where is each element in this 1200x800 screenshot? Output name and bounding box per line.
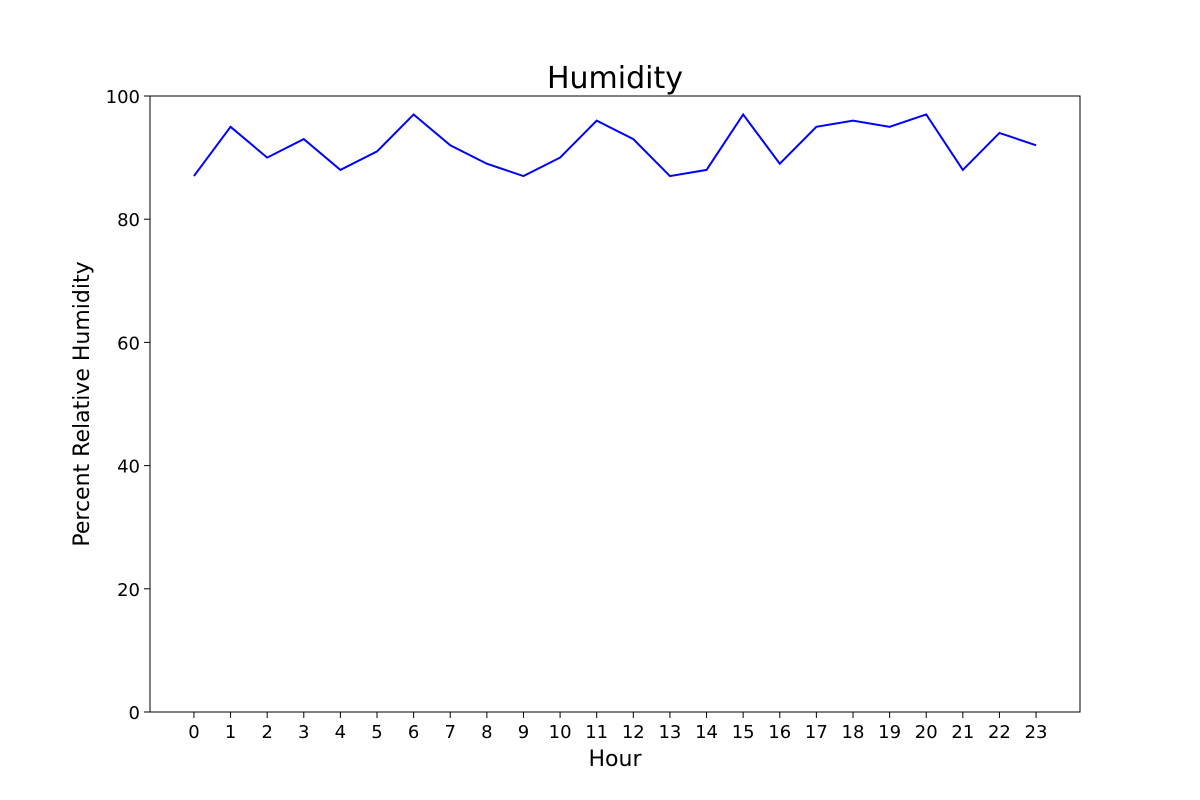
data-point <box>1035 144 1037 146</box>
data-point <box>413 113 415 115</box>
x-tick-label: 15 <box>732 722 755 743</box>
data-point <box>962 169 964 171</box>
y-tick-label: 0 <box>129 703 140 724</box>
x-tick-label: 11 <box>585 722 608 743</box>
data-point <box>376 150 378 152</box>
data-point <box>632 138 634 140</box>
x-tick-label: 17 <box>805 722 828 743</box>
y-axis-label: Percent Relative Humidity <box>70 261 95 546</box>
data-point <box>303 138 305 140</box>
data-point <box>815 126 817 128</box>
data-point <box>706 169 708 171</box>
x-tick-label: 6 <box>408 722 419 743</box>
chart-title: Humidity <box>547 61 683 96</box>
x-tick-label: 20 <box>915 722 938 743</box>
y-tick-label: 100 <box>106 87 140 108</box>
y-tick-label: 80 <box>117 210 140 231</box>
x-tick-label: 23 <box>1025 722 1048 743</box>
x-tick-label: 14 <box>695 722 718 743</box>
x-tick-label: 5 <box>371 722 382 743</box>
x-tick-label: 22 <box>988 722 1011 743</box>
x-tick-label: 8 <box>481 722 492 743</box>
data-point <box>193 175 195 177</box>
axes-frame <box>149 95 1081 713</box>
x-tick-label: 9 <box>518 722 529 743</box>
data-point <box>889 126 891 128</box>
x-tick-label: 12 <box>622 722 645 743</box>
data-point <box>486 163 488 165</box>
data-point <box>559 157 561 159</box>
data-point <box>742 113 744 115</box>
data-point <box>596 120 598 122</box>
x-tick-label: 21 <box>951 722 974 743</box>
data-point <box>779 163 781 165</box>
x-tick-label: 18 <box>842 722 865 743</box>
y-tick-label: 60 <box>117 333 140 354</box>
y-tick-label: 20 <box>117 580 140 601</box>
x-tick-label: 10 <box>549 722 572 743</box>
x-tick-label: 3 <box>298 722 309 743</box>
data-point <box>925 113 927 115</box>
plot-area: 0 1 2 3 4 5 6 7 8 9 10 11 12 13 14 15 16 17 18 19 20 21 22 2302… <box>106 87 1048 743</box>
data-point <box>230 126 232 128</box>
x-tick-label: 16 <box>768 722 791 743</box>
x-tick-label: 7 <box>445 722 456 743</box>
data-point <box>449 144 451 146</box>
x-tick-label: 4 <box>335 722 346 743</box>
x-tick-label: 19 <box>878 722 901 743</box>
x-tick-label: 13 <box>658 722 681 743</box>
x-tick-label: 2 <box>261 722 272 743</box>
series-line <box>193 112 1037 178</box>
data-point <box>669 175 671 177</box>
data-point <box>339 169 341 171</box>
x-tick-label: 1 <box>225 722 236 743</box>
data-point <box>998 132 1000 134</box>
data-point <box>522 175 524 177</box>
data-point <box>852 120 854 122</box>
y-tick-label: 40 <box>117 457 140 478</box>
x-axis-label: Hour <box>589 747 643 772</box>
data-point <box>266 157 268 159</box>
x-tick-label: 0 <box>188 722 199 743</box>
